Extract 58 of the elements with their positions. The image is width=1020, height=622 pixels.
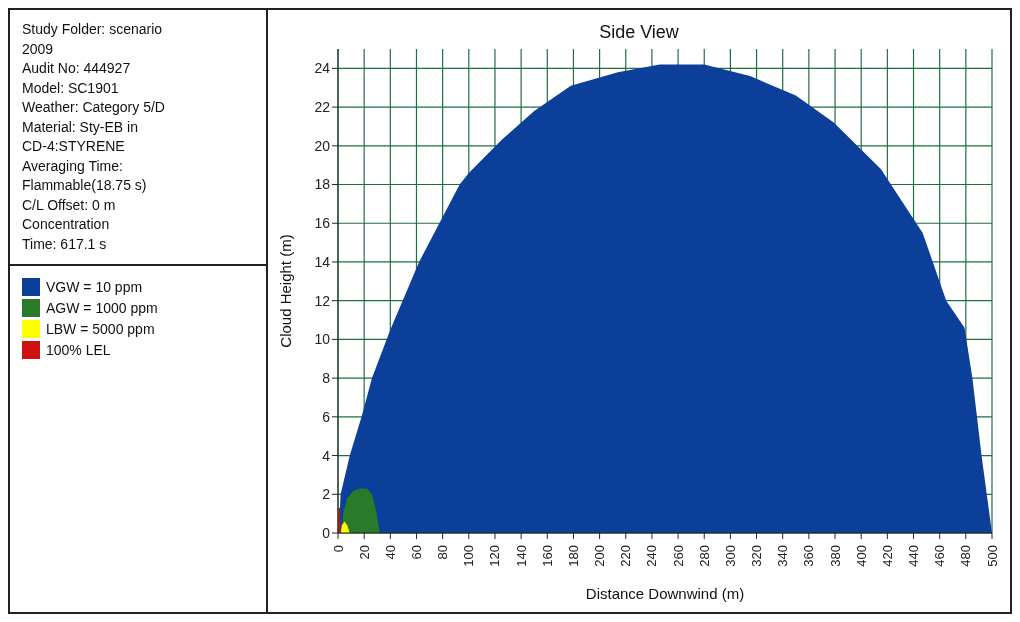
x-tick-label: 100 <box>461 545 477 567</box>
x-tick-label: 340 <box>775 545 791 567</box>
y-tick-label: 12 <box>314 292 331 309</box>
y-tick-label: 2 <box>322 486 331 503</box>
y-tick-label: 20 <box>314 137 331 154</box>
x-tick-label: 500 <box>984 545 1000 567</box>
x-tick-label: 120 <box>487 545 503 567</box>
x-tick-label: 380 <box>827 545 843 567</box>
legend-label: LBW = 5000 ppm <box>46 320 155 337</box>
legend-label: VGW = 10 ppm <box>46 278 143 295</box>
x-tick-label: 200 <box>592 545 608 567</box>
text: Weather: Category 5/D <box>22 98 166 117</box>
text: C/L Offset: 0 m <box>22 195 117 215</box>
x-tick-label: 240 <box>644 545 660 567</box>
x-tick-label: 260 <box>670 545 686 567</box>
x-tick-label: 480 <box>958 545 974 567</box>
text: Material: Sty-EB in <box>22 117 139 137</box>
x-tick-label: 320 <box>749 545 765 567</box>
y-tick-label: 16 <box>314 215 331 232</box>
text: Concentration <box>22 215 111 234</box>
text: CD-4:STYRENE <box>22 137 126 156</box>
x-tick-label: 420 <box>879 545 895 567</box>
text: Averaging Time: <box>22 156 124 176</box>
y-tick-label: 6 <box>322 408 331 425</box>
x-tick-label: 220 <box>618 545 634 567</box>
legend-label: AGW = 1000 ppm <box>46 299 158 316</box>
y-tick-label: 24 <box>314 60 331 77</box>
x-tick-label: 360 <box>801 545 817 567</box>
text: Audit No: 444927 <box>22 59 132 78</box>
x-tick-label: 80 <box>435 545 451 560</box>
text: Model: SC1901 <box>22 78 120 98</box>
x-tick-label: 460 <box>932 545 948 567</box>
x-axis-title: Distance Downwind (m) <box>585 585 745 602</box>
x-tick-label: 20 <box>356 545 372 560</box>
text: Flammable(18.75 s) <box>22 176 148 195</box>
y-tick-label: 0 <box>322 524 331 541</box>
y-tick-label: 4 <box>322 447 331 464</box>
text: Study Folder: scenario <box>22 20 164 39</box>
y-tick-label: 14 <box>314 253 331 270</box>
y-axis-title: Cloud Height (m) <box>277 234 295 348</box>
text: Time: 617.1 s <box>22 234 108 254</box>
x-tick-label: 160 <box>539 545 555 567</box>
y-tick-label: 10 <box>314 331 331 348</box>
text: 2009 <box>22 39 55 59</box>
x-tick-label: 400 <box>853 545 869 567</box>
x-tick-label: 40 <box>382 545 398 560</box>
y-tick-label: 8 <box>322 370 331 387</box>
legend-label: 100% LEL <box>46 341 111 358</box>
x-tick-label: 140 <box>513 545 529 567</box>
x-tick-label: 180 <box>565 545 581 567</box>
y-tick-label: 18 <box>314 176 331 193</box>
x-tick-label: 300 <box>722 545 738 567</box>
x-tick-label: 440 <box>906 545 922 567</box>
x-tick-label: 60 <box>408 545 424 560</box>
x-tick-label: 280 <box>696 545 712 567</box>
chart-title: Side View <box>598 22 680 43</box>
y-tick-label: 22 <box>314 99 331 116</box>
x-tick-label: 0 <box>330 545 346 553</box>
